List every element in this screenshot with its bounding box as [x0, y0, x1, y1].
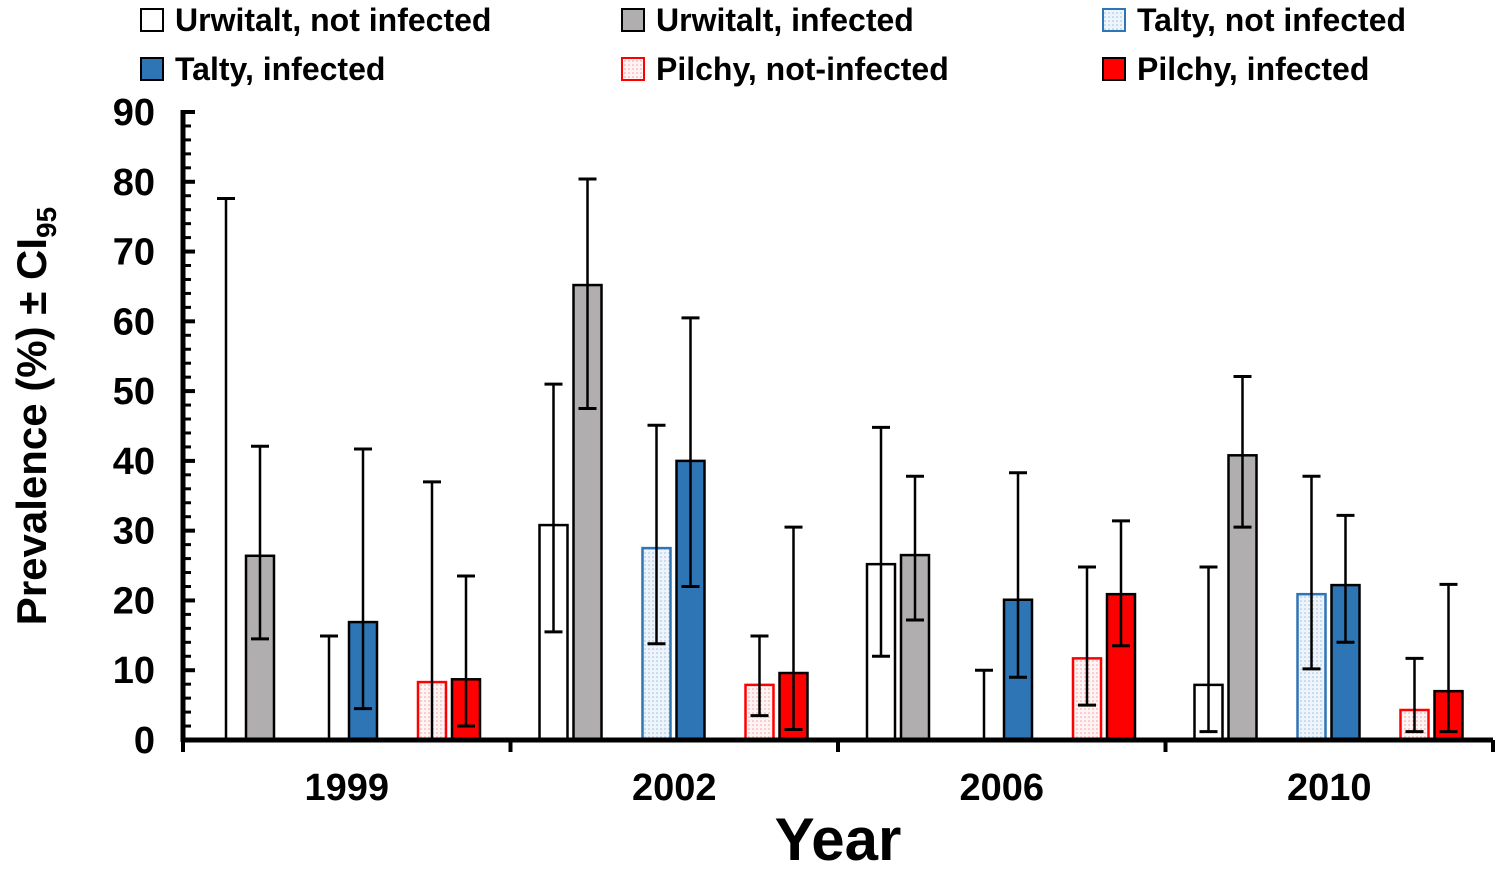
legend: Urwitalt, not infected Urwitalt, infected… [140, 2, 1406, 87]
legend-swatch [1102, 57, 1126, 81]
y-tick-label: 90 [113, 92, 155, 134]
legend-label: Talty, infected [175, 51, 385, 87]
legend-label: Talty, not infected [1137, 2, 1406, 38]
legend-label: Urwitalt, infected [656, 2, 914, 38]
legend-swatch [140, 8, 164, 32]
axes: 0 10 20 30 40 50 60 70 80 90 1999 2002 2006 2010 [113, 92, 1495, 809]
legend-swatch [621, 57, 645, 81]
y-tick-label: 70 [113, 232, 155, 274]
bars [217, 177, 1464, 742]
x-tick-label: 1999 [304, 767, 389, 809]
x-tick-label: 2002 [632, 767, 717, 809]
x-axis-title: Year [775, 806, 902, 869]
legend-label: Pilchy, not-infected [656, 51, 949, 87]
y-axis-title-subscript: 95 [31, 207, 62, 238]
x-tick-label: 2010 [1287, 767, 1372, 809]
y-tick-label: 30 [113, 511, 155, 553]
y-tick-label: 20 [113, 580, 155, 622]
y-tick-label: 60 [113, 301, 155, 343]
y-tick-label: 0 [134, 720, 155, 762]
legend-swatch [1102, 8, 1126, 32]
y-tick-label: 40 [113, 441, 155, 483]
x-tick-label: 2006 [959, 767, 1044, 809]
y-axis-title-main: Prevalence (%) ± CI [8, 238, 55, 625]
legend-label: Pilchy, infected [1137, 51, 1369, 87]
y-tick-label: 10 [113, 650, 155, 692]
legend-swatch [140, 57, 164, 81]
y-axis-title: Prevalence (%) ± CI95 [8, 207, 62, 625]
legend-label: Urwitalt, not infected [175, 2, 491, 38]
legend-swatch [621, 8, 645, 32]
y-tick-label: 50 [113, 371, 155, 413]
y-tick-label: 80 [113, 162, 155, 204]
